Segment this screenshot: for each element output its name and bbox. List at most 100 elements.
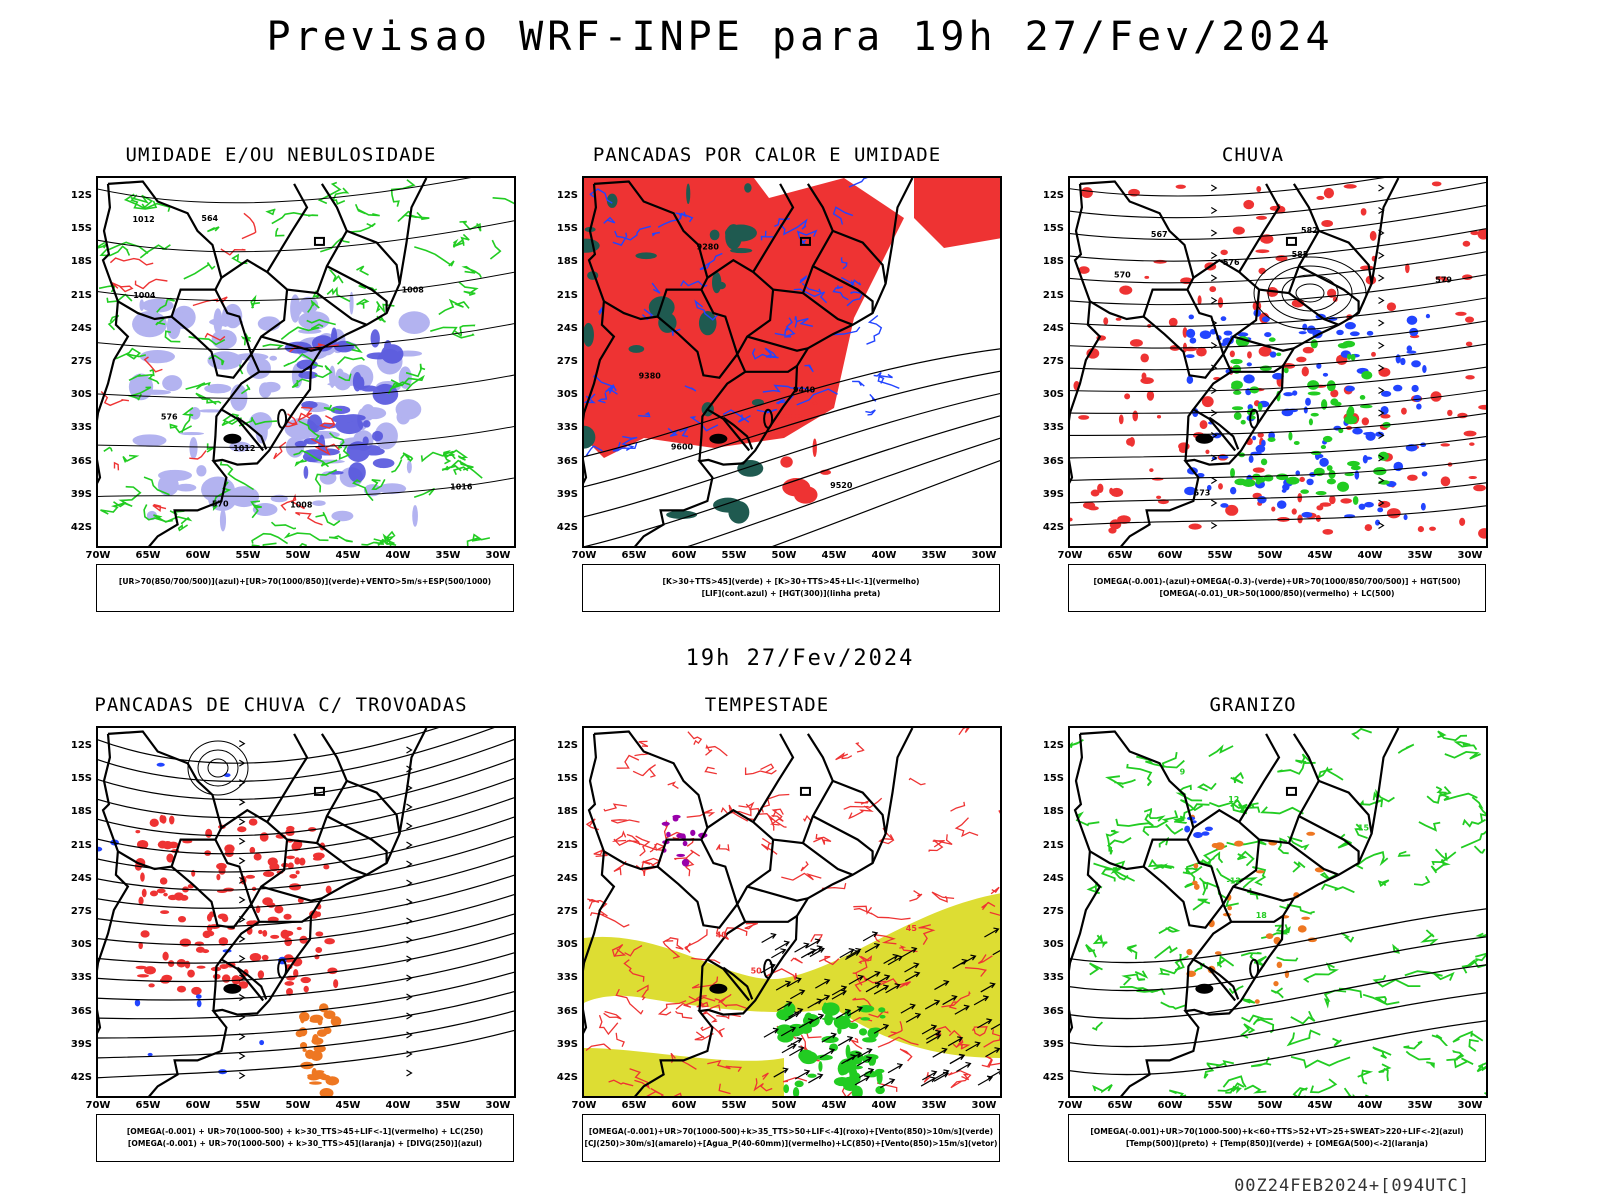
border-line bbox=[1142, 865, 1225, 929]
shaded-cell bbox=[315, 946, 323, 953]
contour-line bbox=[848, 178, 868, 188]
contour-line bbox=[1206, 851, 1224, 870]
temp-contour bbox=[1070, 908, 1486, 964]
shaded-cell bbox=[709, 229, 720, 241]
contour-label: 1016 bbox=[450, 482, 473, 491]
contour-line bbox=[128, 368, 155, 382]
contour-line bbox=[696, 997, 709, 1008]
shaded-cell bbox=[1184, 486, 1197, 496]
contour-line bbox=[221, 413, 243, 427]
border-line bbox=[117, 288, 216, 321]
border-line bbox=[1070, 733, 1102, 1034]
contour-line bbox=[598, 1014, 619, 1036]
border-line bbox=[1184, 408, 1195, 462]
lon-tick-label: 30W bbox=[1457, 1100, 1483, 1111]
streamline-arrow bbox=[1378, 297, 1385, 304]
contour-line bbox=[152, 503, 167, 513]
contour-line bbox=[744, 767, 777, 776]
shaded-cell bbox=[218, 937, 229, 946]
contour-line bbox=[1461, 952, 1486, 974]
shaded-cell bbox=[1257, 402, 1263, 411]
shaded-cell bbox=[1283, 367, 1289, 374]
shaded-cell bbox=[299, 857, 306, 866]
contour-line bbox=[621, 435, 638, 452]
shaded-cell bbox=[1336, 329, 1344, 336]
shaded-cell bbox=[132, 434, 167, 447]
contour-line bbox=[1208, 744, 1234, 758]
wind-vector bbox=[942, 994, 958, 1006]
shaded-cell bbox=[1425, 313, 1431, 319]
shaded-cell bbox=[349, 291, 354, 315]
height-contour bbox=[584, 392, 1000, 518]
lon-tick-label: 30W bbox=[1457, 550, 1483, 561]
shaded-cell bbox=[1319, 502, 1332, 507]
streamline-arrow bbox=[238, 1033, 246, 1041]
contour-line bbox=[295, 512, 323, 526]
contour-line bbox=[932, 834, 953, 846]
shaded-cell bbox=[1256, 186, 1262, 193]
streamline-arrow bbox=[1378, 499, 1385, 507]
map-canvas: 9600 9520 9440 9380 9280 bbox=[584, 178, 1000, 546]
contour-line bbox=[314, 469, 337, 493]
shaded-cell bbox=[1422, 365, 1427, 374]
shaded-cell bbox=[189, 436, 198, 459]
contour-line bbox=[1426, 785, 1452, 804]
streamline-arrow bbox=[1378, 252, 1385, 259]
contour-line bbox=[180, 407, 194, 434]
border-line bbox=[107, 730, 265, 1002]
contour-label: 564 bbox=[201, 214, 218, 223]
streamline-arrow bbox=[1211, 207, 1218, 214]
contour-line bbox=[298, 420, 321, 441]
contour-line bbox=[983, 1029, 1000, 1048]
contour-line bbox=[603, 1010, 622, 1020]
border-line bbox=[832, 779, 887, 834]
shaded-cell bbox=[311, 1037, 324, 1045]
contour-line bbox=[453, 233, 470, 248]
temp-contour bbox=[1070, 1020, 1486, 1076]
contour-line bbox=[1236, 850, 1255, 867]
streamline bbox=[98, 1029, 514, 1079]
shaded-cell bbox=[1086, 348, 1100, 359]
streamline bbox=[1070, 482, 1486, 504]
lon-tick-label: 45W bbox=[335, 550, 361, 561]
contour-line bbox=[351, 479, 374, 502]
shaded-cell bbox=[136, 839, 149, 849]
contour-line bbox=[337, 356, 365, 365]
contour-line bbox=[240, 332, 252, 346]
streamline-arrow bbox=[406, 765, 413, 773]
shaded-cell bbox=[1223, 330, 1233, 336]
shaded-cell bbox=[1344, 385, 1355, 392]
wind-vector bbox=[763, 1027, 779, 1038]
contour-line bbox=[294, 458, 307, 467]
shaded-cell bbox=[348, 462, 366, 483]
contour-line bbox=[250, 500, 262, 519]
wind-vector bbox=[954, 1004, 970, 1015]
contour-line bbox=[1452, 1030, 1484, 1043]
streamline-arrow bbox=[238, 857, 246, 865]
shaded-cell bbox=[1247, 351, 1252, 359]
shaded-cell bbox=[249, 846, 256, 854]
shaded-cell bbox=[1201, 831, 1210, 836]
contour-label: 9600 bbox=[671, 442, 694, 451]
border-line bbox=[745, 914, 798, 923]
shaded-cell bbox=[1406, 315, 1418, 325]
lat-tick-label: 33S bbox=[70, 422, 92, 434]
shaded-cell bbox=[606, 193, 618, 208]
border-line bbox=[1288, 292, 1340, 326]
border-line bbox=[1298, 815, 1360, 864]
shaded-cell bbox=[218, 866, 226, 875]
border-line bbox=[722, 416, 754, 450]
shaded-cell bbox=[1103, 317, 1109, 325]
contour-line bbox=[1243, 1084, 1267, 1094]
streamline-arrow bbox=[238, 954, 246, 962]
border-line bbox=[326, 265, 388, 314]
shaded-cell bbox=[1156, 415, 1162, 419]
shaded-cell bbox=[1185, 354, 1195, 359]
border-line bbox=[260, 885, 323, 902]
federal-district bbox=[799, 236, 811, 246]
contour-line bbox=[744, 922, 759, 930]
lon-tick-label: 30W bbox=[971, 1100, 997, 1111]
shaded-cell bbox=[262, 930, 268, 937]
border-line bbox=[1208, 966, 1240, 1000]
wind-vector bbox=[857, 1047, 873, 1059]
